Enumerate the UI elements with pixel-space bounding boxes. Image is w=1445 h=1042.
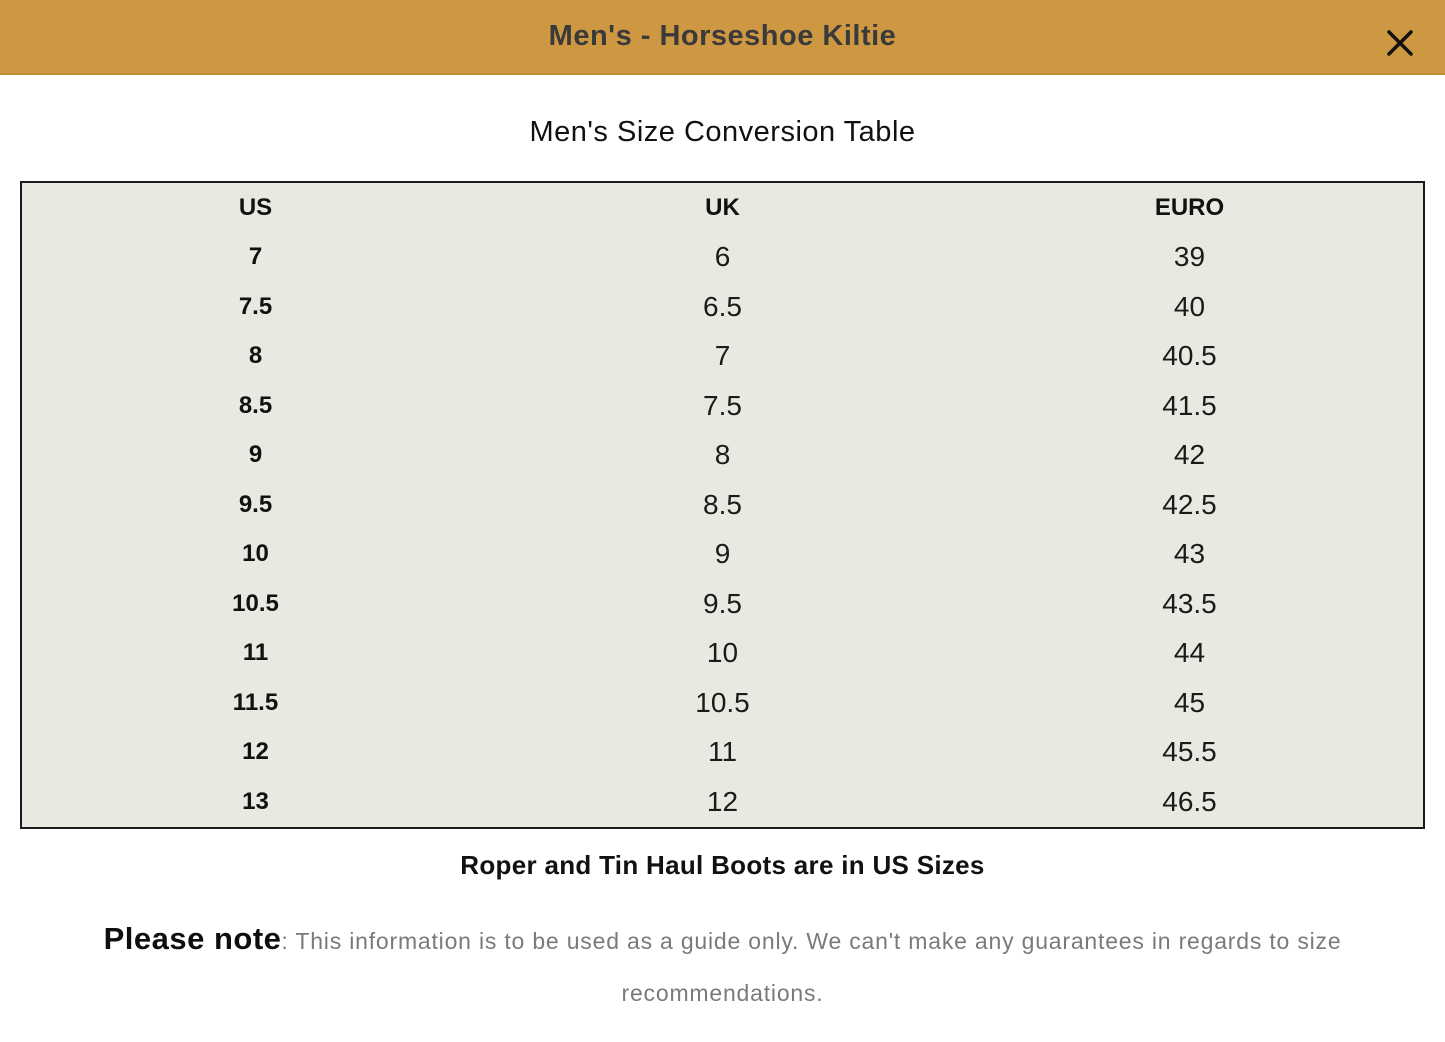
- table-row: 10.5 9.5 43.5: [22, 579, 1423, 629]
- uk-size-cell: 6.5: [703, 290, 742, 322]
- euro-size-cell: 43: [1173, 538, 1206, 570]
- us-size-cell: 10.5: [232, 589, 279, 617]
- euro-size-cell: 41.5: [1162, 389, 1217, 421]
- us-size-cell: 12: [242, 738, 269, 766]
- euro-size-cell: 43.5: [1162, 587, 1217, 619]
- uk-size-cell: 11: [707, 736, 738, 768]
- x-close-icon: [1385, 28, 1415, 58]
- size-conversion-table: US UK EURO 7 6 39 7.5 6.5 40 8 7 40.5 8.5 7.5 41.5 9 8 4…: [20, 181, 1425, 829]
- size-guide-modal: Men's - Horseshoe Kiltie Men's Size Conv…: [0, 0, 1445, 1019]
- close-button[interactable]: [1377, 20, 1423, 66]
- column-header-uk: UK: [705, 193, 740, 221]
- euro-size-cell: 42.5: [1162, 488, 1217, 520]
- us-size-cell: 8.5: [238, 391, 273, 419]
- size-table-title: Men's Size Conversion Table: [529, 116, 916, 148]
- us-size-cell: 8: [248, 342, 263, 370]
- table-row: 11.5 10.5 45: [22, 678, 1423, 728]
- disclaimer-label: Please note: [103, 920, 282, 956]
- uk-size-cell: 10: [706, 637, 739, 669]
- uk-size-cell: 8: [714, 439, 731, 471]
- uk-size-cell: 9.5: [703, 587, 742, 619]
- disclaimer: Please note: This information is to be u…: [24, 913, 1421, 1019]
- table-row: 7 6 39: [22, 233, 1423, 283]
- table-header-row: US UK EURO: [22, 183, 1423, 233]
- us-size-cell: 7.5: [238, 292, 273, 320]
- table-row: 12 11 45.5: [22, 728, 1423, 778]
- table-row: 10 9 43: [22, 530, 1423, 580]
- us-size-cell: 13: [242, 787, 269, 815]
- us-size-cell: 11.5: [232, 688, 279, 716]
- euro-size-cell: 39: [1173, 241, 1206, 273]
- uk-size-cell: 7: [714, 340, 731, 372]
- uk-size-cell: 8.5: [703, 488, 742, 520]
- us-size-cell: 11: [242, 639, 269, 667]
- column-header-euro: EURO: [1154, 193, 1225, 221]
- euro-size-cell: 46.5: [1162, 785, 1217, 817]
- table-row: 8 7 40.5: [22, 332, 1423, 382]
- uk-size-cell: 6: [714, 241, 731, 273]
- uk-size-cell: 7.5: [703, 389, 742, 421]
- uk-size-cell: 12: [706, 785, 739, 817]
- us-size-cell: 9.5: [238, 490, 273, 518]
- table-row: 11 10 44: [22, 629, 1423, 679]
- column-header-us: US: [238, 193, 273, 221]
- euro-size-cell: 42: [1173, 439, 1206, 471]
- euro-size-cell: 40.5: [1162, 340, 1217, 372]
- table-row: 7.5 6.5 40: [22, 282, 1423, 332]
- us-size-cell: 9: [248, 441, 263, 469]
- us-size-cell: 10: [242, 540, 269, 568]
- euro-size-cell: 45: [1173, 686, 1206, 718]
- table-row: 9 8 42: [22, 431, 1423, 481]
- euro-size-cell: 44: [1173, 637, 1206, 669]
- table-row: 8.5 7.5 41.5: [22, 381, 1423, 431]
- size-table-body: 7 6 39 7.5 6.5 40 8 7 40.5 8.5 7.5 41.5 9 8 42 9.5 8.5 42…: [22, 233, 1423, 827]
- uk-size-cell: 9: [714, 538, 731, 570]
- euro-size-cell: 40: [1173, 290, 1206, 322]
- euro-size-cell: 45.5: [1162, 736, 1217, 768]
- us-size-cell: 7: [248, 243, 263, 271]
- table-row: 13 12 46.5: [22, 777, 1423, 827]
- modal-title: Men's - Horseshoe Kiltie: [548, 20, 897, 52]
- disclaimer-text: : This information is to be used as a gu…: [281, 927, 1342, 1006]
- modal-header: Men's - Horseshoe Kiltie: [0, 0, 1445, 75]
- table-row: 9.5 8.5 42.5: [22, 480, 1423, 530]
- us-sizes-note: Roper and Tin Haul Boots are in US Sizes: [460, 849, 985, 880]
- uk-size-cell: 10.5: [695, 686, 750, 718]
